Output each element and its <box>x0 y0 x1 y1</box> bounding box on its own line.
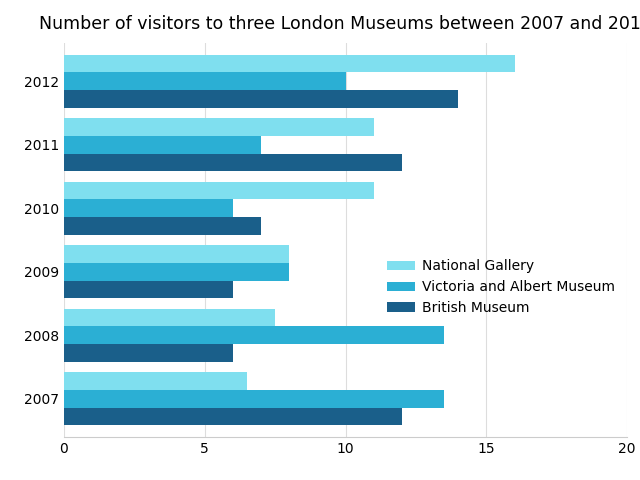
Bar <box>64 136 261 154</box>
Bar <box>64 309 275 326</box>
Bar <box>64 154 402 171</box>
Bar <box>64 344 233 362</box>
Bar <box>64 217 261 235</box>
Bar <box>64 199 233 217</box>
Bar <box>64 90 458 108</box>
Bar <box>64 326 444 344</box>
Bar <box>64 245 289 263</box>
Bar <box>64 390 444 408</box>
Title: Number of visitors to three London Museums between 2007 and 2012: Number of visitors to three London Museu… <box>39 15 640 33</box>
Bar <box>64 72 346 90</box>
Bar <box>64 181 374 199</box>
Bar <box>64 263 289 281</box>
Bar <box>64 372 247 390</box>
Legend: National Gallery, Victoria and Albert Museum, British Museum: National Gallery, Victoria and Albert Mu… <box>381 254 620 321</box>
Bar <box>64 281 233 299</box>
Bar <box>64 118 374 136</box>
Bar <box>64 408 402 425</box>
Bar <box>64 55 515 72</box>
